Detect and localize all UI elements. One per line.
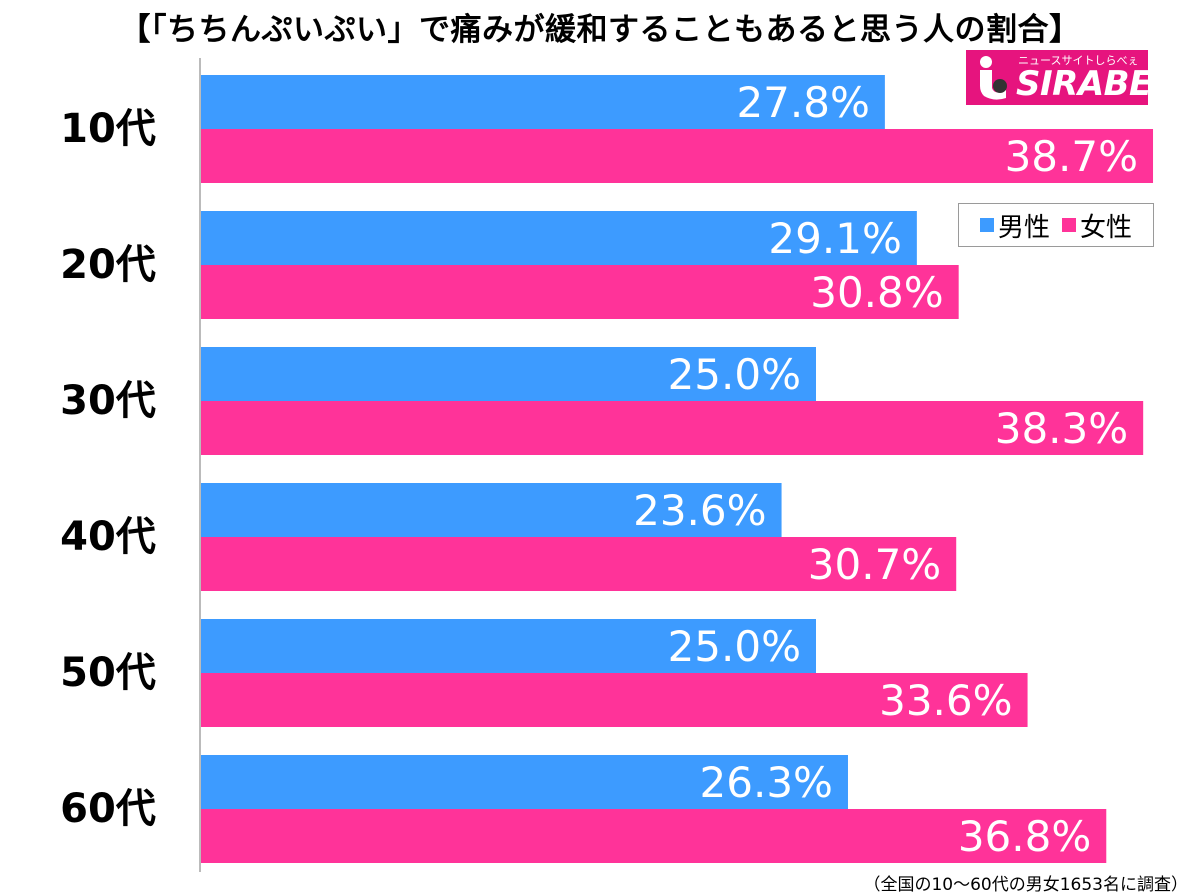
bar-female <box>201 265 959 319</box>
chart-title: 【「ちちんぷいぷい」で痛みが緩和することもあると思う人の割合】 <box>119 12 1081 48</box>
category-label: 40代 <box>60 514 156 560</box>
bar-female <box>201 673 1028 727</box>
data-label-female: 38.3% <box>995 404 1128 453</box>
bar-female <box>201 537 957 591</box>
legend-swatch-male <box>979 218 994 232</box>
category-label: 50代 <box>60 650 156 696</box>
bar-male <box>201 619 816 673</box>
category-label: 60代 <box>60 786 156 832</box>
data-label-female: 36.8% <box>958 812 1091 861</box>
sirabee-i-icon <box>980 56 1007 100</box>
data-label-male: 23.6% <box>633 486 766 535</box>
bar-male <box>201 211 917 265</box>
data-label-female: 30.8% <box>810 268 943 317</box>
category-label: 30代 <box>60 378 156 424</box>
data-label-male: 25.0% <box>668 622 801 671</box>
data-label-female: 33.6% <box>879 676 1012 725</box>
data-label-female: 30.7% <box>808 540 941 589</box>
bar-female <box>201 401 1144 455</box>
logo-subtitle: ニュースサイトしらべぇ <box>1018 54 1139 67</box>
data-label-male: 27.8% <box>736 78 869 127</box>
footnote: （全国の10～60代の男女1653名に調査） <box>863 875 1188 895</box>
category-label: 20代 <box>60 242 156 288</box>
data-label-male: 29.1% <box>768 214 901 263</box>
legend-item-male: 男性 <box>979 207 1050 244</box>
category-label: 10代 <box>60 106 156 152</box>
bar-male <box>201 483 782 537</box>
bar-female <box>201 809 1107 863</box>
bar-male <box>201 755 848 809</box>
bar-female <box>201 129 1154 183</box>
legend-label-female: 女性 <box>1080 212 1133 243</box>
bar-male <box>201 75 885 129</box>
legend-item-female: 女性 <box>1062 207 1132 244</box>
legend-swatch-female <box>1062 218 1076 232</box>
legend-label-male: 男性 <box>997 212 1050 243</box>
legend: 男性 女性 <box>958 203 1154 247</box>
data-label-female: 38.7% <box>1005 132 1138 181</box>
data-label-male: 26.3% <box>700 758 833 807</box>
sirabee-logo: ニュースサイトしらべぇ SIRABEE <box>966 50 1148 105</box>
bar-male <box>201 347 816 401</box>
data-label-male: 25.0% <box>668 350 801 399</box>
logo-wordmark: SIRABEE <box>1016 64 1148 104</box>
